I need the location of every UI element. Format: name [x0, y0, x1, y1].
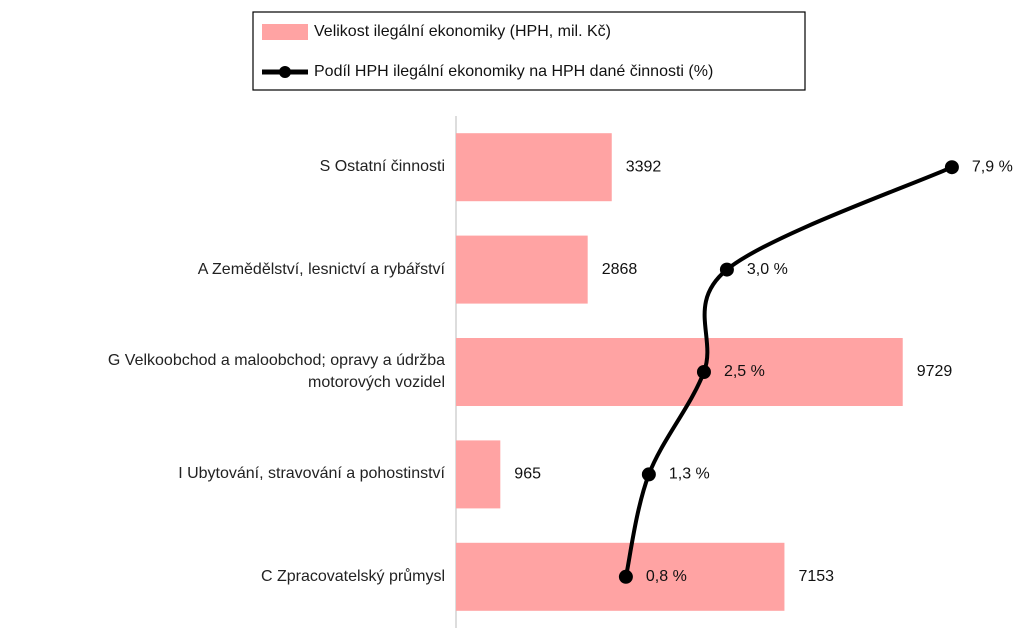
legend-swatch [279, 66, 291, 78]
category-label: G Velkoobchod a maloobchod; opravy a údr… [107, 352, 445, 391]
line-marker [641, 467, 656, 482]
category-label: C Zpracovatelský průmysl [260, 567, 445, 585]
line-value-label: 3,0 % [747, 261, 788, 278]
bar-value-label: 965 [514, 466, 541, 483]
legend-label: Velikost ilegální ekonomiky (HPH, mil. K… [314, 23, 611, 40]
line-marker [719, 262, 734, 277]
bar-value-label: 7153 [798, 568, 834, 585]
bar [456, 440, 501, 509]
legend-box [252, 11, 806, 91]
bar-value-label: 2868 [602, 261, 638, 278]
bar-value-label: 9729 [917, 363, 953, 380]
line [623, 165, 953, 578]
bar [456, 338, 903, 406]
bar [456, 133, 612, 202]
legend-swatch [262, 24, 308, 40]
line-marker [944, 160, 959, 175]
line-value-label: 2,5 % [724, 363, 765, 380]
line-value-label: 7,9 % [972, 158, 1013, 175]
line-marker [618, 569, 633, 584]
category-label: I Ubytování, stravování a pohostinství [178, 465, 445, 483]
bar-value-label: 3392 [626, 158, 662, 175]
category-label: A Zemědělství, lesnictví a rybářství [197, 260, 445, 278]
legend-label: Podíl HPH ilegální ekonomiky na HPH dané… [314, 63, 713, 80]
line-marker [696, 365, 711, 379]
bar [456, 235, 588, 304]
line-value-label: 1,3 % [669, 466, 710, 483]
category-label: S Ostatní činnosti [319, 158, 445, 176]
line-value-label: 0,8 % [646, 568, 687, 585]
